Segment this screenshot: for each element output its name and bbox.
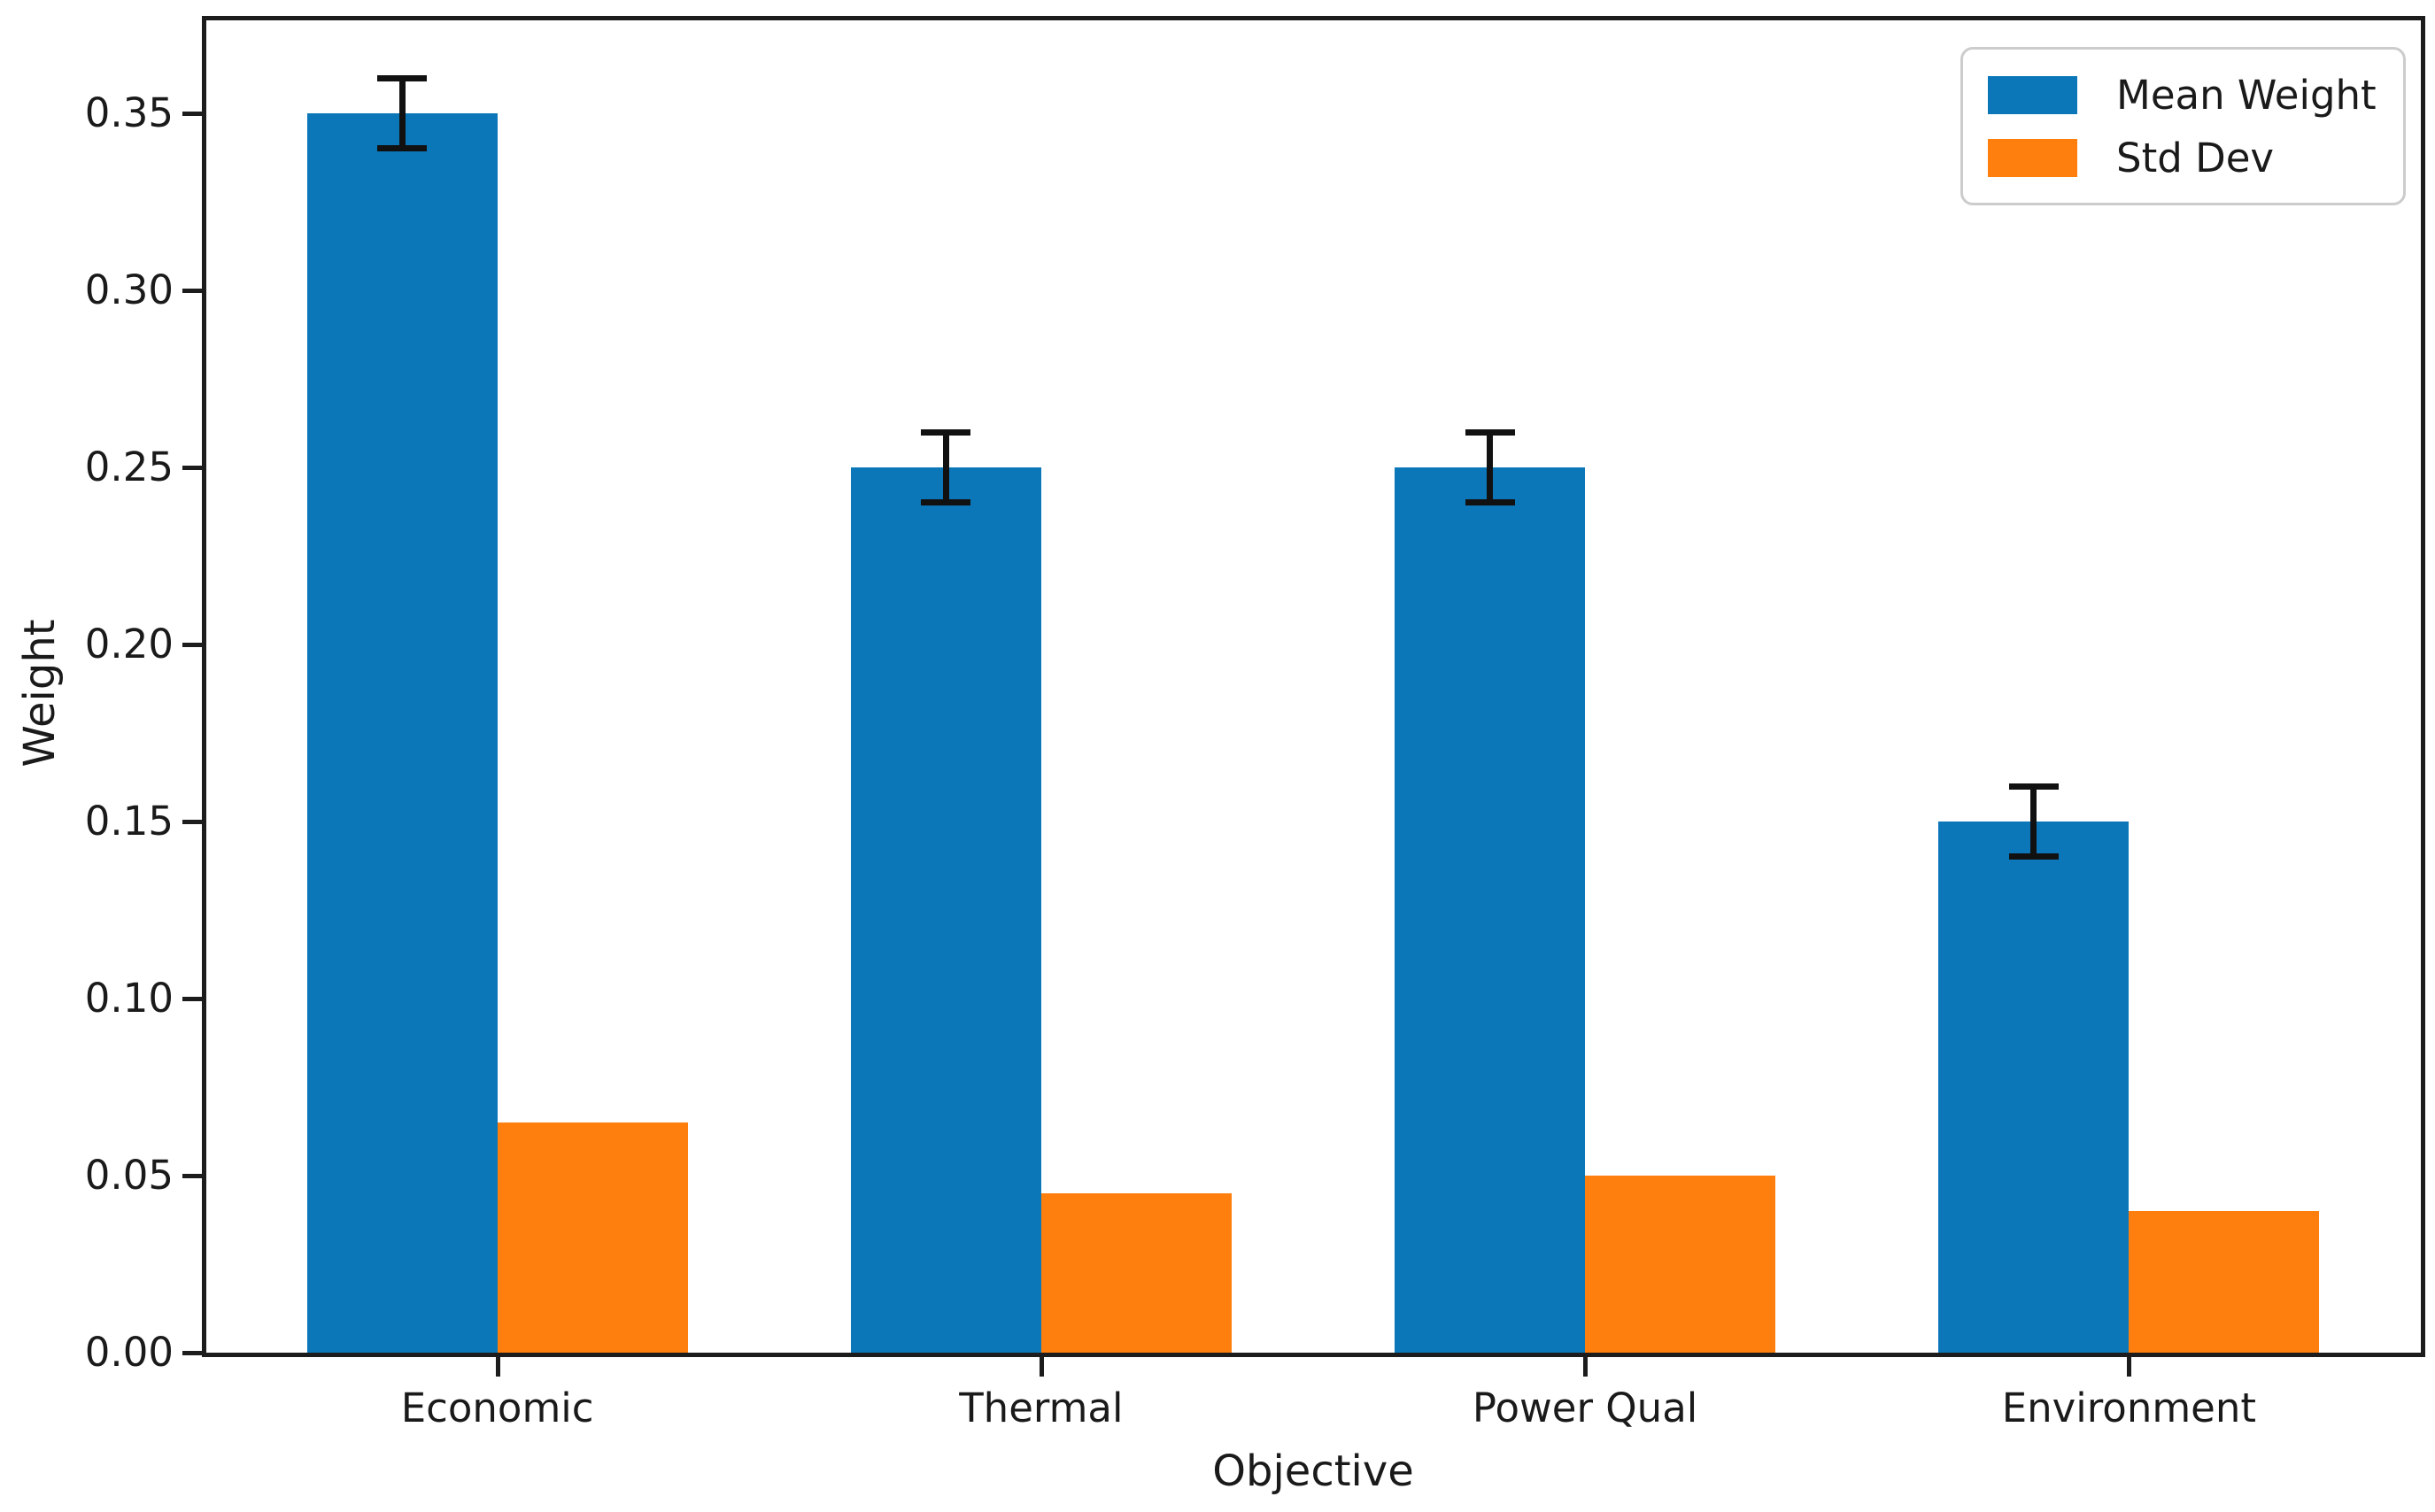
y-tick-mark [182,820,202,824]
y-tick-mark [182,466,202,470]
y-tick-label: 0.15 [84,798,174,845]
legend-swatch-mean-weight [1988,75,2077,114]
bar-mean-weight-thermal [850,467,1041,1353]
x-tick-mark [1583,1357,1589,1377]
error-bar-cap-top [921,429,971,436]
bar-mean-weight-environment [1938,822,2130,1353]
x-tick-label: Economic [400,1385,594,1431]
x-tick-label: Environment [2001,1385,2257,1431]
y-tick-mark [182,643,202,647]
error-bar-cap-bottom [1465,499,1515,505]
error-bar-cap-bottom [2008,853,2059,860]
x-axis-label: Objective [1212,1446,1414,1496]
bar-mean-weight-economic [306,113,498,1353]
x-tick-label: Thermal [959,1385,1124,1431]
bar-std-dev-economic [497,1122,688,1353]
x-tick-label: Power Qual [1472,1385,1698,1431]
legend-swatch-std-dev [1988,138,2077,177]
y-tick-label: 0.05 [84,1152,174,1199]
error-bar-cap-top [2008,783,2059,790]
legend-label-std-dev: Std Dev [2116,134,2275,181]
legend-entry-mean-weight: Mean Weight [1988,72,2378,119]
error-bar-cap-bottom [377,145,428,151]
bar-mean-weight-power-qual [1395,467,1586,1353]
y-tick-mark [182,289,202,293]
y-tick-mark [182,112,202,116]
error-bar-line [398,78,406,149]
y-tick-label: 0.10 [84,975,174,1022]
error-bar-line [1487,432,1494,503]
error-bar-cap-top [377,75,428,81]
y-tick-mark [182,1174,202,1178]
legend-label-mean-weight: Mean Weight [2116,71,2377,119]
y-tick-mark [182,997,202,1001]
bar-std-dev-environment [2129,1211,2320,1353]
bar-std-dev-power-qual [1585,1176,1776,1353]
x-tick-mark [2127,1357,2132,1377]
x-tick-mark [1039,1357,1044,1377]
y-tick-label: 0.25 [84,444,174,490]
x-tick-mark [495,1357,500,1377]
y-tick-label: 0.35 [84,89,174,136]
error-bar-cap-top [1465,429,1515,436]
bar-std-dev-thermal [1040,1193,1232,1353]
error-bar-line [942,432,949,503]
y-tick-label: 0.30 [84,266,174,313]
legend: Mean Weight Std Dev [1960,47,2406,205]
y-tick-label: 0.00 [84,1329,174,1376]
y-tick-label: 0.20 [84,621,174,667]
error-bar-cap-bottom [921,499,971,505]
y-tick-mark [182,1351,202,1355]
error-bar-line [2030,786,2037,857]
legend-entry-std-dev: Std Dev [1988,135,2378,181]
